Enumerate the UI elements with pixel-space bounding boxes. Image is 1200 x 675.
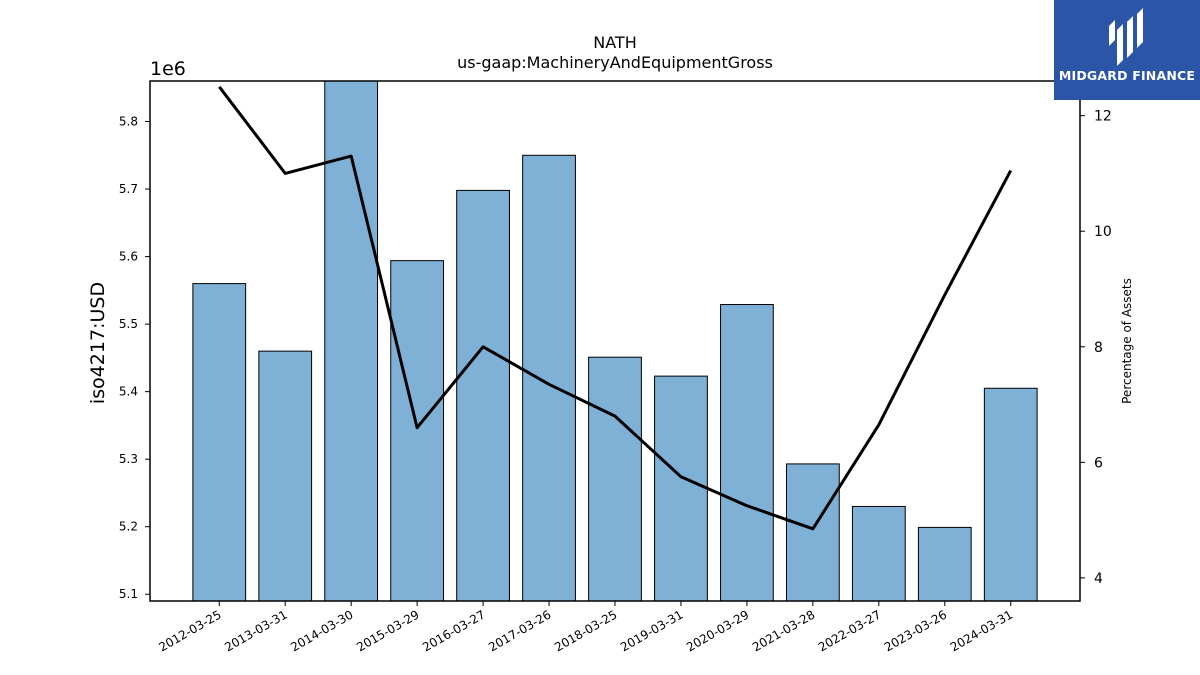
x-tick-label: 2013-03-31 — [222, 607, 289, 654]
x-tick-label: 2020-03-29 — [684, 607, 751, 654]
x-tick-label: 2021-03-28 — [750, 607, 817, 654]
x-tick-label: 2017-03-26 — [486, 607, 553, 654]
bar — [851, 505, 906, 602]
y2-tick-label: 4 — [1094, 571, 1103, 587]
bar — [983, 387, 1038, 602]
x-tick-label: 2014-03-30 — [288, 607, 355, 654]
y-tick-label: 5.1 — [119, 587, 138, 601]
x-tick-label: 2019-03-31 — [618, 607, 685, 654]
x-tick-label: 2024-03-31 — [948, 607, 1015, 654]
bar — [258, 350, 313, 602]
bar — [522, 154, 576, 602]
y2-tick-label: 12 — [1094, 109, 1112, 125]
x-tick-label: 2016-03-27 — [420, 607, 487, 654]
x-tick-label: 2022-03-27 — [816, 607, 883, 654]
bar — [785, 463, 840, 602]
line-series — [218, 85, 1013, 531]
y2-tick-label: 8 — [1094, 340, 1103, 356]
y-tick-label: 5.6 — [119, 250, 138, 264]
bar-series — [192, 80, 1038, 602]
y-tick-label: 5.7 — [119, 182, 138, 196]
y-tick-label: 5.8 — [119, 115, 138, 129]
logo-text: MIDGARD FINANCE — [1058, 68, 1196, 83]
bar — [456, 189, 510, 602]
x-tick-label: 2012-03-25 — [156, 607, 223, 654]
chart-subtitle: us-gaap:MachineryAndEquipmentGross — [457, 53, 773, 72]
chart-title: NATH — [593, 33, 636, 52]
x-tick-label: 2023-03-26 — [882, 607, 949, 654]
bar — [390, 260, 445, 602]
line-path — [218, 85, 1013, 531]
x-tick-label: 2015-03-29 — [354, 607, 421, 654]
y-tick-label: 5.4 — [119, 385, 138, 399]
y2-tick-label: 10 — [1094, 224, 1112, 240]
bar — [588, 356, 642, 602]
y-tick-label: 5.3 — [119, 452, 138, 466]
bar — [324, 80, 379, 602]
bar — [654, 375, 708, 602]
midgard-logo-icon — [1109, 8, 1143, 66]
bar — [917, 526, 972, 602]
bar — [720, 304, 774, 602]
x-tick-label: 2018-03-25 — [552, 607, 619, 654]
y-offset-label: 1e6 — [150, 58, 186, 80]
bar — [192, 283, 247, 602]
y2-tick-label: 6 — [1094, 455, 1103, 471]
brand-logo: MIDGARD FINANCE — [1054, 0, 1200, 100]
y2-axis-label: Percentage of Assets — [1120, 278, 1134, 404]
y-axis-label: iso4217:USD — [87, 282, 109, 404]
y-tick-label: 5.2 — [119, 520, 138, 534]
y-tick-label: 5.5 — [119, 317, 138, 331]
